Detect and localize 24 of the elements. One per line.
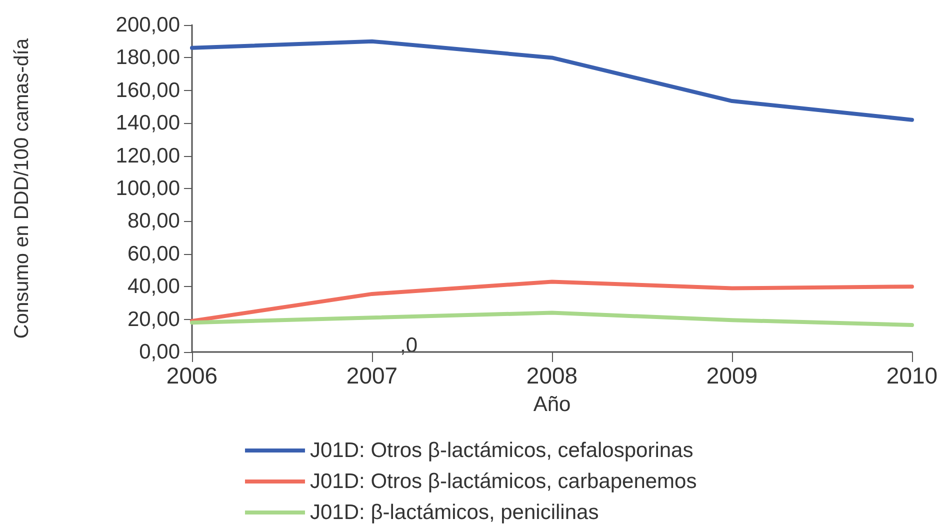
line-series bbox=[190, 39, 914, 122]
x-tick-label: 2006 bbox=[166, 362, 218, 388]
x-axis-title: Año bbox=[533, 393, 571, 416]
y-tick-label: 200,00 bbox=[116, 14, 180, 36]
legend-label: J01D: β-lactámicos, penicilinas bbox=[310, 501, 599, 524]
y-tick-label: 80,00 bbox=[127, 210, 180, 233]
y-tick-label: 160,00 bbox=[116, 78, 180, 102]
y-tick-label: 60,00 bbox=[127, 242, 180, 266]
legend-label: J01D: Otros β-lactámicos, carbapenemos bbox=[310, 470, 697, 493]
y-tick-label: 180,00 bbox=[116, 46, 180, 70]
x-tick-label: 2009 bbox=[706, 362, 758, 388]
y-tick-label: 140,00 bbox=[116, 112, 180, 135]
x-tick-label: 2008 bbox=[526, 362, 578, 388]
y-tick-label: 100,00 bbox=[116, 177, 180, 200]
y-axis-title: Consumo en DDD/100 camas-día bbox=[11, 38, 33, 339]
line-series bbox=[190, 280, 914, 323]
y-tick-label: 40,00 bbox=[127, 275, 180, 298]
x-tick-label: 2007 bbox=[346, 362, 398, 388]
y-tick-label: 20,00 bbox=[127, 308, 180, 331]
x-tick-label: 2010 bbox=[886, 362, 938, 388]
y-tick-label: 0,00 bbox=[139, 340, 180, 364]
line-series bbox=[190, 310, 914, 328]
y-tick-label: 120,00 bbox=[116, 144, 180, 168]
legend-label: J01D: Otros β-lactámicos, cefalosporinas bbox=[310, 439, 694, 462]
